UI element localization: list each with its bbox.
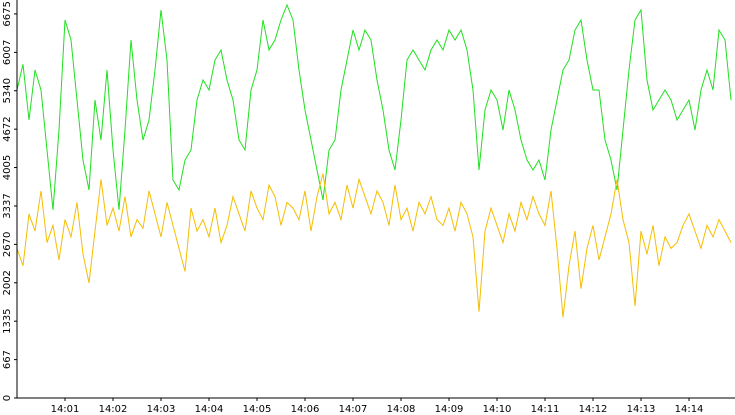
- x-tick-label: 14:13: [627, 404, 656, 415]
- x-tick-label: 14:01: [51, 404, 80, 415]
- x-tick-label: 14:12: [579, 404, 608, 415]
- x-tick-label: 14:02: [99, 404, 128, 415]
- y-tick-label: 6007: [2, 40, 13, 65]
- series-line: [16, 173, 732, 318]
- y-tick-label: 1335: [2, 308, 13, 333]
- x-tick-label: 14:14: [675, 404, 704, 415]
- x-tick-label: 14:10: [483, 404, 512, 415]
- y-tick-label: 4672: [2, 116, 13, 141]
- x-tick-label: 14:06: [291, 404, 320, 415]
- x-tick-label: 14:03: [147, 404, 176, 415]
- y-tick-label: 667: [2, 350, 13, 369]
- series-line: [16, 3, 732, 210]
- y-tick-label: 6675: [2, 1, 13, 26]
- x-tick-label: 14:07: [339, 404, 368, 415]
- y-tick-label: 0: [2, 395, 13, 401]
- y-tick-label: 4005: [2, 155, 13, 180]
- y-tick-label: 2002: [2, 270, 13, 295]
- y-tick-label: 5340: [2, 78, 13, 103]
- x-tick-label: 14:04: [195, 404, 224, 415]
- y-tick-label: 3337: [2, 193, 13, 218]
- x-tick-label: 14:09: [435, 404, 464, 415]
- x-tick-label: 14:08: [387, 404, 416, 415]
- x-tick-label: 14:11: [531, 404, 560, 415]
- x-tick-label: 14:05: [243, 404, 272, 415]
- y-tick-label: 2670: [2, 232, 13, 257]
